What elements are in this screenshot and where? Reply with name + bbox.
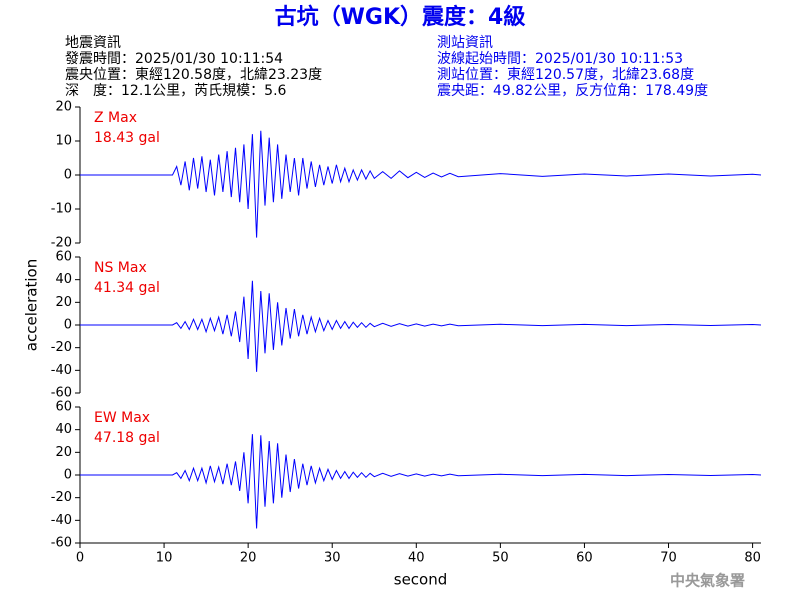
x-tick-label: 10 — [156, 551, 173, 566]
header-left: 地震資訊 — [65, 35, 121, 51]
header-left: 深 度：12.1公里，芮氏規模：5.6 — [65, 82, 287, 99]
x-tick-label: 0 — [76, 551, 84, 566]
y-axis-label: acceleration — [23, 259, 41, 351]
chart-title: 古坑（WGK）震度：4級 — [275, 4, 526, 30]
max-value: 41.34 gal — [94, 280, 160, 296]
footer: 中央氣象署 — [670, 572, 745, 590]
header-right: 震央距：49.82公里，反方位角：178.49度 — [437, 83, 708, 99]
x-tick-label: 80 — [744, 551, 761, 566]
y-tick-label: -40 — [51, 513, 72, 528]
header-right: 測站位置：東經120.57度，北緯23.68度 — [437, 67, 694, 83]
x-tick-label: 30 — [324, 551, 341, 566]
y-tick-label: 20 — [55, 100, 72, 115]
waveform — [80, 280, 762, 372]
x-tick-label: 40 — [408, 551, 425, 566]
x-axis-label: second — [394, 571, 448, 589]
y-tick-label: 20 — [55, 445, 72, 460]
max-label: NS Max — [94, 260, 147, 276]
y-tick-label: 60 — [55, 250, 72, 265]
y-tick-label: 40 — [55, 422, 72, 437]
header-right: 波線起始時間：2025/01/30 10:11:53 — [437, 51, 683, 67]
waveform — [80, 434, 762, 529]
header-left: 震央位置：東經120.58度，北緯23.23度 — [65, 67, 322, 83]
waveform — [80, 130, 762, 238]
y-tick-label: 0 — [64, 318, 72, 333]
x-tick-label: 60 — [576, 551, 593, 566]
y-tick-label: 0 — [64, 168, 72, 183]
max-label: Z Max — [94, 110, 137, 126]
y-tick-label: -20 — [51, 236, 72, 251]
y-tick-label: -60 — [51, 536, 72, 551]
y-tick-label: 10 — [55, 134, 72, 149]
x-tick-label: 70 — [660, 551, 677, 566]
y-tick-label: -20 — [51, 490, 72, 505]
y-tick-label: -20 — [51, 340, 72, 355]
y-tick-label: -10 — [51, 202, 72, 217]
y-tick-label: -40 — [51, 363, 72, 378]
y-tick-label: 0 — [64, 468, 72, 483]
y-tick-label: -60 — [51, 386, 72, 401]
max-value: 47.18 gal — [94, 430, 160, 446]
x-tick-label: 50 — [492, 551, 509, 566]
y-tick-label: 20 — [55, 295, 72, 310]
header-left: 發震時間：2025/01/30 10:11:54 — [65, 51, 283, 67]
max-label: EW Max — [94, 410, 150, 426]
max-value: 18.43 gal — [94, 130, 160, 146]
header-right: 測站資訊 — [437, 35, 493, 51]
y-tick-label: 60 — [55, 400, 72, 415]
x-tick-label: 20 — [240, 551, 257, 566]
y-tick-label: 40 — [55, 272, 72, 287]
